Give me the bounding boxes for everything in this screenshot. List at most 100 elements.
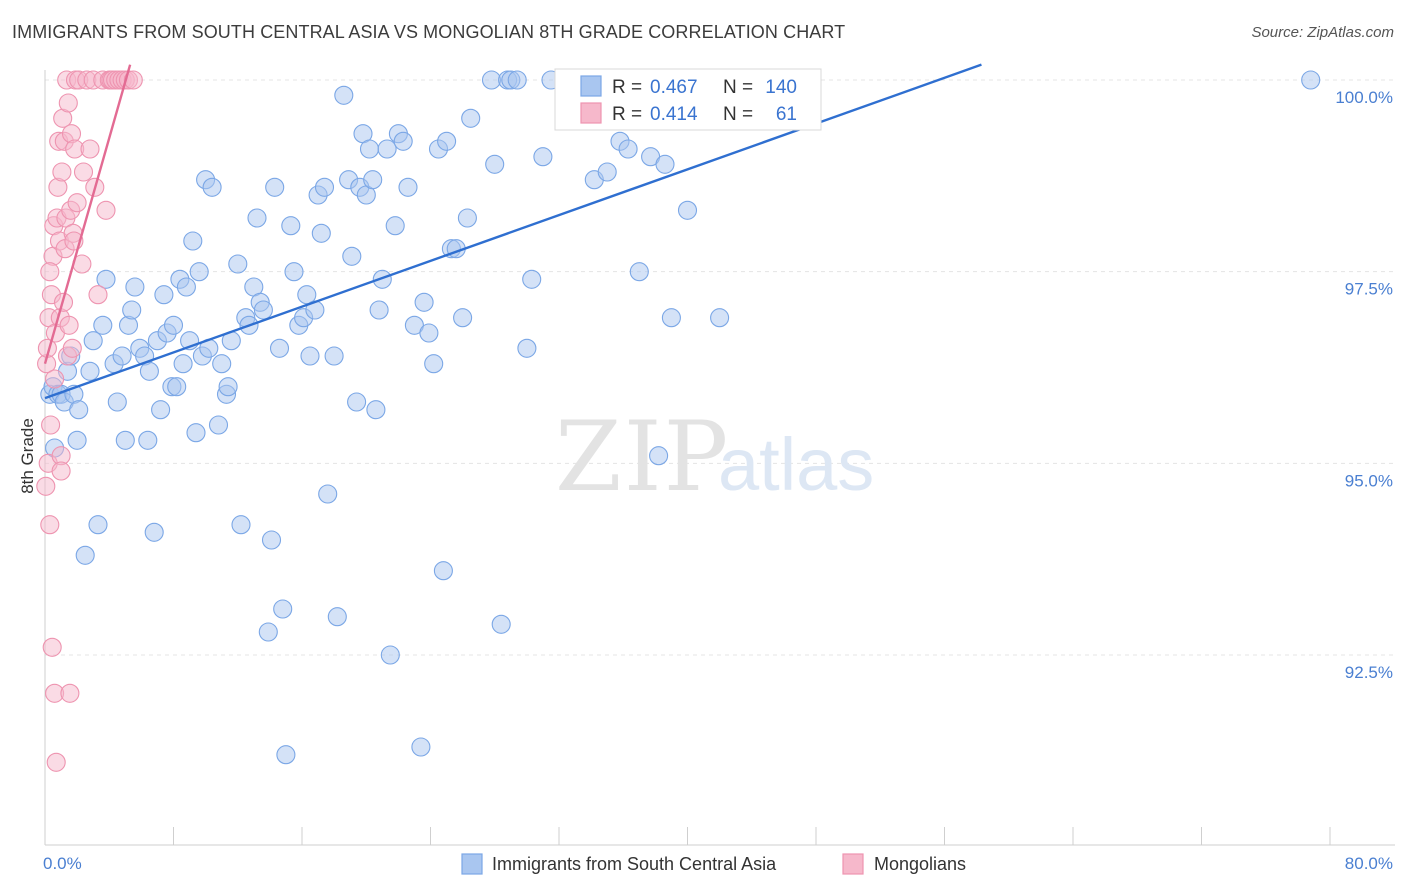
point-south-central-asia-130 [655, 154, 675, 174]
point-south-central-asia-31 [154, 285, 174, 305]
grid-lines [45, 79, 1395, 656]
y-axis-label: 8th Grade [18, 418, 37, 494]
point-south-central-asia-129 [649, 446, 669, 466]
y-tick-labels: 100.0% 97.5% 95.0% 92.5% [1335, 88, 1393, 682]
point-south-central-asia-71 [300, 346, 320, 366]
point-mongolian-58 [40, 262, 60, 282]
trend-line-mongolians [43, 64, 132, 364]
point-mongolian-60 [51, 461, 71, 481]
point-south-central-asia-35 [167, 377, 187, 397]
point-mongolian-41 [73, 162, 94, 182]
point-south-central-asia-59 [253, 300, 273, 320]
point-south-central-asia-27 [139, 361, 159, 381]
point-south-central-asia-75 [314, 177, 335, 197]
point-south-central-asia-116 [517, 338, 537, 358]
point-south-central-asia-98 [411, 737, 431, 757]
point-south-central-asia-23 [125, 277, 145, 297]
point-south-central-asia-131 [661, 308, 681, 328]
point-south-central-asia-115 [507, 70, 527, 90]
point-south-central-asia-99 [414, 292, 434, 312]
point-south-central-asia-95 [393, 131, 413, 151]
point-south-central-asia-14 [88, 515, 108, 535]
point-south-central-asia-16 [96, 269, 116, 289]
legend-swatch-pink [842, 853, 864, 875]
legend-label-pink: Mongolians [874, 854, 966, 874]
point-south-central-asia-88 [366, 400, 386, 420]
point-south-central-asia-91 [377, 139, 397, 159]
chart-title: IMMIGRANTS FROM SOUTH CENTRAL ASIA VS MO… [12, 22, 846, 42]
stats-r-value-1: 0.467 [650, 77, 698, 98]
point-south-central-asia-110 [481, 70, 502, 90]
point-mongolian-28 [58, 93, 78, 113]
point-south-central-asia-86 [359, 139, 380, 159]
legend: Immigrants from South Central Asia Mongo… [461, 853, 966, 875]
point-south-central-asia-22 [122, 300, 142, 320]
stats-n-value-1: 140 [765, 77, 797, 98]
point-mongolian-48 [96, 200, 116, 220]
point-south-central-asia-34 [163, 315, 184, 335]
point-south-central-asia-26 [138, 430, 158, 450]
point-south-central-asia-40 [183, 231, 203, 251]
point-south-central-asia-53 [231, 515, 251, 535]
point-south-central-asia-47 [208, 415, 229, 435]
watermark-zip: ZIP [555, 401, 730, 513]
stats-swatch-blue [580, 75, 602, 97]
point-south-central-asia-117 [522, 269, 542, 289]
point-south-central-asia-127 [629, 262, 649, 282]
point-south-central-asia-20 [115, 430, 135, 450]
point-south-central-asia-76 [318, 484, 338, 504]
point-south-central-asia-89 [369, 300, 389, 320]
watermark: ZIP atlas [555, 401, 874, 513]
stats-n-label-1: N = [723, 77, 753, 98]
point-south-central-asia-28 [144, 522, 164, 542]
point-south-central-asia-107 [453, 308, 473, 328]
point-south-central-asia-19 [112, 346, 132, 366]
stats-r-label-1: R = [612, 77, 642, 98]
point-mongolian-20 [52, 162, 72, 182]
point-south-central-asia-139 [1301, 70, 1321, 90]
x-tick-label-0: 0.0% [43, 854, 82, 873]
point-south-central-asia-65 [276, 745, 296, 765]
point-south-central-asia-111 [485, 154, 505, 174]
point-south-central-asia-132 [677, 200, 698, 220]
y-tick-label-3: 92.5% [1345, 663, 1393, 682]
point-south-central-asia-109 [461, 108, 481, 128]
point-south-central-asia-100 [419, 323, 439, 343]
point-south-central-asia-41 [186, 423, 206, 443]
point-mongolian-57 [123, 70, 143, 90]
point-mongolian-30 [60, 683, 80, 703]
point-south-central-asia-48 [212, 354, 232, 374]
point-south-central-asia-15 [93, 315, 113, 335]
point-south-central-asia-61 [261, 530, 282, 550]
point-south-central-asia-79 [334, 85, 354, 105]
point-south-central-asia-133 [710, 308, 730, 328]
point-south-central-asia-62 [265, 177, 285, 197]
point-south-central-asia-37 [173, 354, 193, 374]
point-mongolian-38 [67, 193, 87, 213]
stats-n-label-2: N = [723, 104, 753, 125]
point-south-central-asia-9 [67, 430, 87, 450]
point-mongolian-46 [88, 285, 108, 305]
x-tick-label-1: 80.0% [1345, 854, 1393, 873]
point-south-central-asia-13 [83, 331, 103, 351]
point-south-central-asia-124 [597, 162, 617, 182]
point-south-central-asia-103 [433, 561, 453, 581]
x-tick-labels: 0.0% 80.0% [43, 854, 1393, 873]
point-south-central-asia-108 [457, 208, 477, 228]
point-mongolian-6 [41, 415, 61, 435]
series-mongolians [36, 70, 143, 772]
point-south-central-asia-30 [151, 400, 171, 420]
point-south-central-asia-93 [385, 216, 405, 236]
stats-n-value-2: 61 [776, 104, 797, 125]
point-south-central-asia-52 [228, 254, 248, 274]
point-mongolian-43 [80, 139, 100, 159]
point-mongolian-29 [59, 315, 79, 335]
point-south-central-asia-81 [342, 246, 362, 266]
point-south-central-asia-104 [437, 131, 457, 151]
point-south-central-asia-92 [380, 645, 400, 665]
point-south-central-asia-46 [202, 177, 222, 197]
legend-swatch-blue [461, 853, 483, 875]
point-south-central-asia-96 [398, 177, 418, 197]
point-south-central-asia-101 [424, 354, 444, 374]
